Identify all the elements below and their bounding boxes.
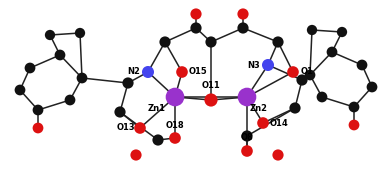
Point xyxy=(244,135,250,137)
Point xyxy=(292,107,298,109)
Point xyxy=(179,71,185,73)
Point xyxy=(57,54,63,56)
Text: O14: O14 xyxy=(270,118,289,127)
Point xyxy=(309,28,315,31)
Point xyxy=(351,124,357,126)
Point xyxy=(359,64,365,66)
Point xyxy=(260,122,266,124)
Point xyxy=(133,154,139,156)
Point xyxy=(79,77,85,79)
Point xyxy=(17,88,23,91)
Point xyxy=(319,96,325,98)
Point xyxy=(244,150,250,152)
Point xyxy=(369,86,375,88)
Point xyxy=(307,74,313,76)
Point xyxy=(47,34,53,36)
Point xyxy=(125,82,131,84)
Text: N2: N2 xyxy=(127,67,140,76)
Point xyxy=(240,13,246,15)
Point xyxy=(275,154,281,156)
Text: O8: O8 xyxy=(241,133,253,142)
Point xyxy=(172,137,178,139)
Point xyxy=(162,41,168,43)
Point xyxy=(77,32,83,34)
Point xyxy=(117,111,123,113)
Point xyxy=(35,127,41,129)
Point xyxy=(137,127,143,129)
Text: O1: O1 xyxy=(301,67,314,76)
Text: Zn1: Zn1 xyxy=(148,104,166,113)
Point xyxy=(67,99,73,101)
Text: O13: O13 xyxy=(117,124,135,133)
Point xyxy=(329,51,335,53)
Text: O18: O18 xyxy=(166,121,184,130)
Point xyxy=(208,99,214,101)
Point xyxy=(290,71,296,73)
Text: N3: N3 xyxy=(248,61,260,70)
Point xyxy=(208,41,214,43)
Point xyxy=(145,71,151,73)
Text: Zn2: Zn2 xyxy=(250,104,268,113)
Point xyxy=(275,41,281,43)
Point xyxy=(35,109,41,111)
Point xyxy=(193,13,199,15)
Point xyxy=(193,27,199,29)
Point xyxy=(172,96,178,98)
Point xyxy=(339,31,345,33)
Point xyxy=(299,79,305,81)
Point xyxy=(351,106,357,109)
Point xyxy=(265,64,271,66)
Text: O15: O15 xyxy=(189,67,207,76)
Point xyxy=(244,96,250,98)
Point xyxy=(155,139,161,141)
Text: O11: O11 xyxy=(201,81,220,90)
Point xyxy=(27,67,33,69)
Point xyxy=(240,27,246,29)
